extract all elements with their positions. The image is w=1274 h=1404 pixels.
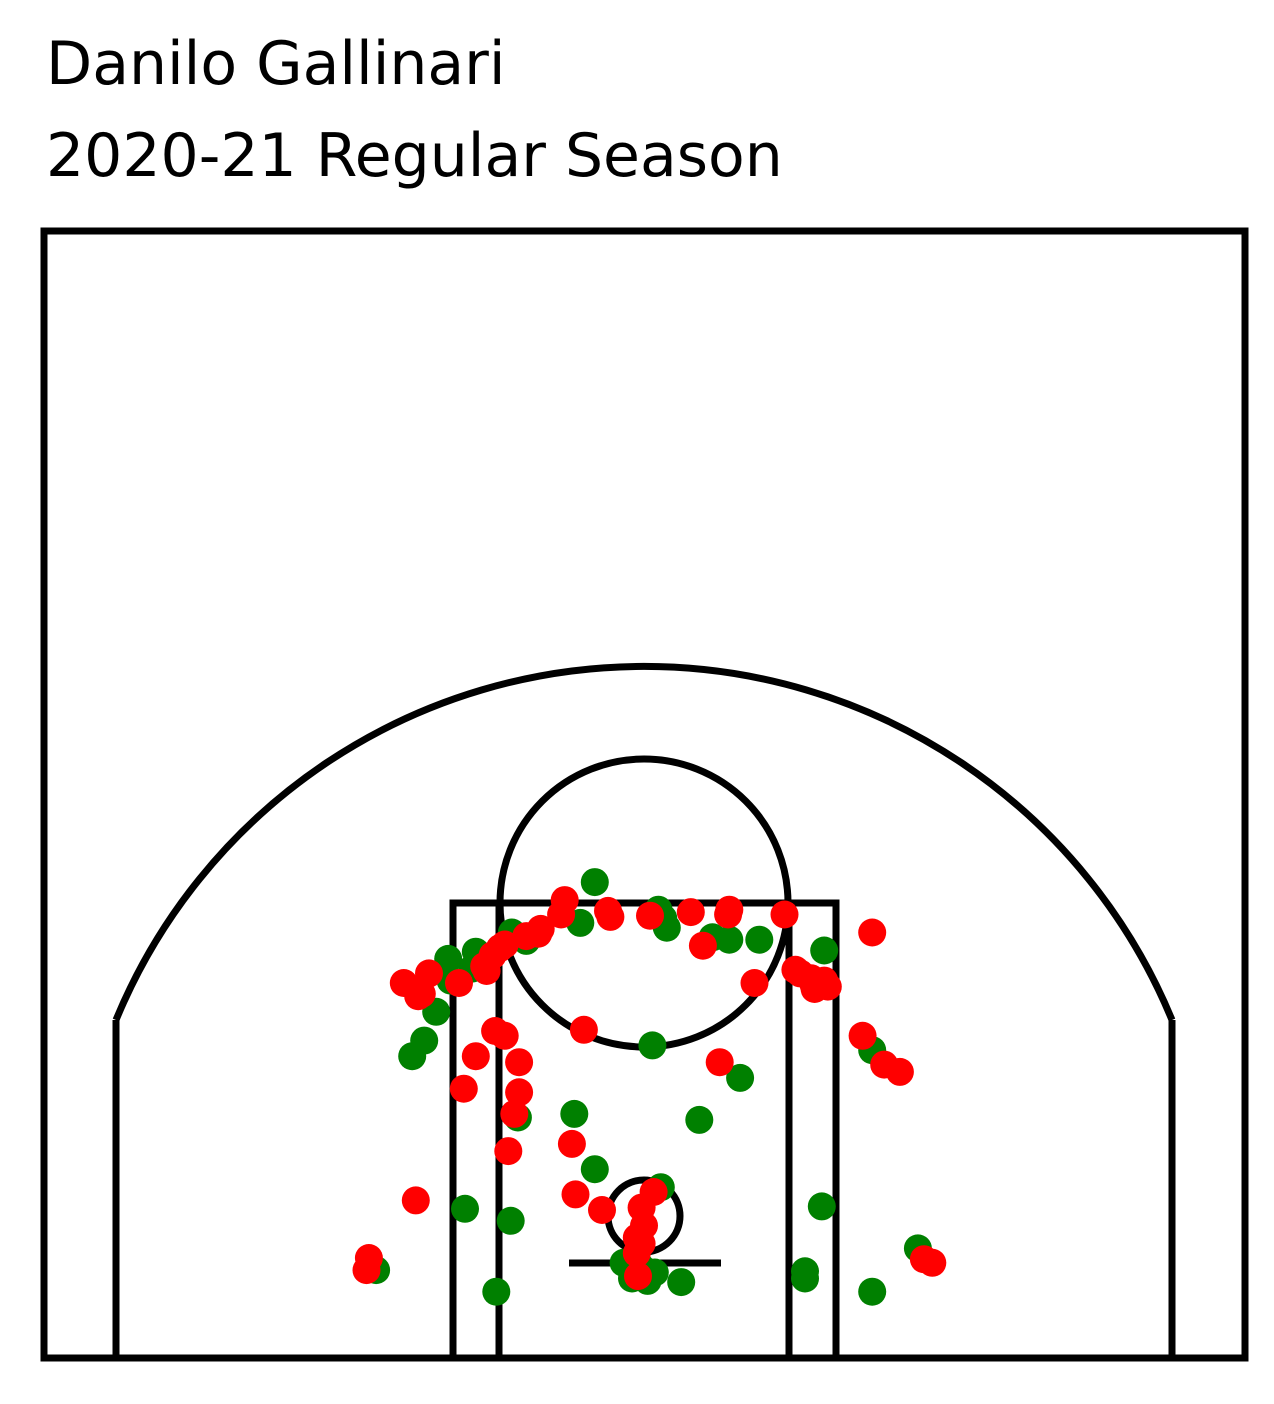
- shot-missed-point: [714, 900, 743, 929]
- paint-inner: [495, 899, 793, 1362]
- shot-made-point: [685, 1105, 714, 1134]
- shot-made-point: [810, 936, 839, 965]
- shot-missed-point: [848, 1021, 877, 1050]
- shot-missed-point: [505, 1078, 534, 1107]
- shot-missed-point: [676, 898, 705, 927]
- shot-missed-point: [401, 1186, 430, 1215]
- shot-missed-point: [569, 1015, 598, 1044]
- shot-missed-point: [512, 922, 541, 951]
- shot-missed-point: [596, 902, 625, 931]
- shot-missed-point: [449, 1074, 478, 1103]
- shot-missed-point: [918, 1248, 947, 1277]
- shot-made-point: [434, 944, 463, 973]
- shot-missed-point: [588, 1196, 616, 1224]
- shot-made-point: [807, 1192, 836, 1221]
- shot-missed-point: [813, 972, 842, 1001]
- shot-missed-point: [404, 982, 433, 1011]
- shot-missed-point: [688, 931, 717, 960]
- shot-made-point: [580, 1155, 609, 1184]
- shot-made-point: [560, 1099, 589, 1128]
- shot-missed-point: [472, 957, 501, 985]
- shot-missed-point: [547, 900, 576, 929]
- shot-made-point: [667, 1268, 696, 1297]
- shot-missed-point: [505, 1048, 534, 1077]
- chart-title: Danilo Gallinari: [46, 29, 506, 99]
- shot-missed-point: [352, 1256, 381, 1285]
- shot-missed-point: [885, 1057, 914, 1086]
- shot-made-point: [398, 1042, 427, 1071]
- shot-missed-point: [740, 969, 769, 997]
- shot-missed-point: [624, 1262, 652, 1291]
- shot-missed-point: [461, 1042, 490, 1071]
- shot-missed-point: [770, 900, 799, 929]
- chart-subtitle: 2020-21 Regular Season: [46, 121, 783, 191]
- shot-made-point: [482, 1277, 511, 1306]
- shot-missed-point: [636, 901, 664, 930]
- shot-made-point: [726, 1063, 755, 1092]
- shot-made-point: [580, 868, 609, 897]
- shot-made-point: [451, 1194, 479, 1223]
- shot-made-point: [496, 1206, 525, 1235]
- shot-made-point: [638, 1031, 667, 1060]
- shot-missed-point: [500, 1099, 529, 1128]
- shot-made-point: [715, 925, 744, 954]
- shot-missed-point: [561, 1180, 590, 1209]
- shot-missed-point: [622, 1239, 651, 1268]
- shot-made-point: [858, 1277, 887, 1306]
- shot-made-point: [745, 925, 774, 954]
- shot-made-point: [791, 1264, 819, 1293]
- three-point-arc: [112, 662, 1176, 1022]
- shot-missed-point: [494, 1137, 523, 1166]
- shot-missed-point: [490, 1021, 519, 1050]
- shot-missed-point: [705, 1048, 734, 1077]
- shot-missed-point: [557, 1129, 586, 1158]
- shot-missed-point: [445, 969, 473, 997]
- shot-missed-point: [858, 918, 887, 947]
